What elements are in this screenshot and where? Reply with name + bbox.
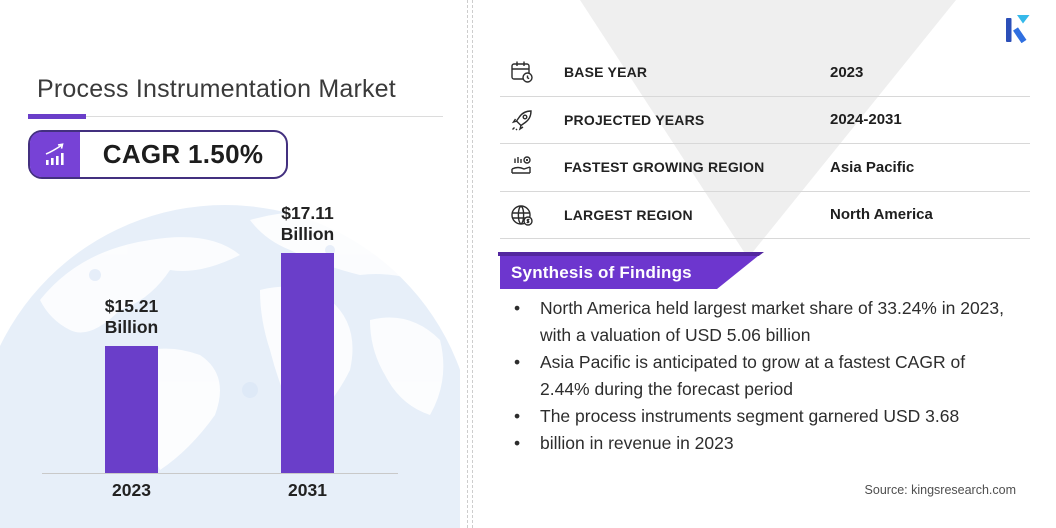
source-attribution: Source: kingsresearch.com xyxy=(864,483,1016,497)
stat-value: 2024-2031 xyxy=(830,111,902,129)
cagr-value-label: CAGR 1.50% xyxy=(102,139,264,169)
stat-value: Asia Pacific xyxy=(830,158,915,176)
stat-label: PROJECTED YEARS xyxy=(564,111,705,128)
bar-fill xyxy=(105,346,158,473)
stat-label: FASTEST GROWING REGION xyxy=(564,159,765,176)
stat-value: North America xyxy=(830,206,933,224)
bar-2023: $15.21 Billion xyxy=(105,296,158,473)
finding-item: North America held largest market share … xyxy=(504,295,1004,349)
findings-banner: Synthesis of Findings xyxy=(500,256,758,289)
kings-research-logo-icon xyxy=(1006,15,1032,44)
calendar-clock-icon xyxy=(508,58,536,86)
findings-banner-accent xyxy=(498,252,764,256)
finding-item: billion in revenue in 2023 xyxy=(504,430,1004,457)
right-panel: BASE YEAR 2023 PROJECTED YEARS 2024-2031 xyxy=(490,0,1056,528)
finding-item: The process instruments segment garnered… xyxy=(504,403,1004,430)
title-underline-accent xyxy=(28,114,86,119)
key-stats-table: BASE YEAR 2023 PROJECTED YEARS 2024-2031 xyxy=(500,49,1030,239)
stat-row-projected-years: PROJECTED YEARS 2024-2031 xyxy=(500,97,1030,144)
bar-value-label: $17.11 Billion xyxy=(280,203,335,244)
stat-label: BASE YEAR xyxy=(564,64,648,81)
bar-fill xyxy=(281,253,334,473)
left-panel: Process Instrumentation Market CAGR 1.50… xyxy=(0,0,460,528)
hand-growth-icon xyxy=(508,153,536,181)
stat-row-largest-region: LARGEST REGION North America xyxy=(500,192,1030,239)
title-underline xyxy=(28,116,443,117)
finding-item: Asia Pacific is anticipated to grow at a… xyxy=(504,349,1004,403)
cagr-badge: CAGR 1.50% xyxy=(28,130,288,179)
chart-baseline xyxy=(42,473,398,474)
stat-row-base-year: BASE YEAR 2023 xyxy=(500,49,1030,97)
bar-2031: $17.11 Billion xyxy=(281,203,334,473)
globe-dollar-icon xyxy=(508,201,536,229)
x-axis-label-2031: 2031 xyxy=(288,480,327,500)
stat-value: 2023 xyxy=(830,63,864,81)
stat-label: LARGEST REGION xyxy=(564,206,693,223)
x-axis-label-2023: 2023 xyxy=(112,480,151,500)
growth-chart-icon xyxy=(30,132,80,177)
rocket-icon xyxy=(508,106,536,134)
findings-bullet-list: North America held largest market share … xyxy=(504,295,1004,457)
page-title: Process Instrumentation Market xyxy=(37,75,396,103)
stat-row-fastest-growing-region: FASTEST GROWING REGION Asia Pacific xyxy=(500,144,1030,192)
dashed-divider xyxy=(467,0,473,528)
findings-title: Synthesis of Findings xyxy=(511,262,692,282)
bar-value-label: $15.21 Billion xyxy=(104,296,159,337)
